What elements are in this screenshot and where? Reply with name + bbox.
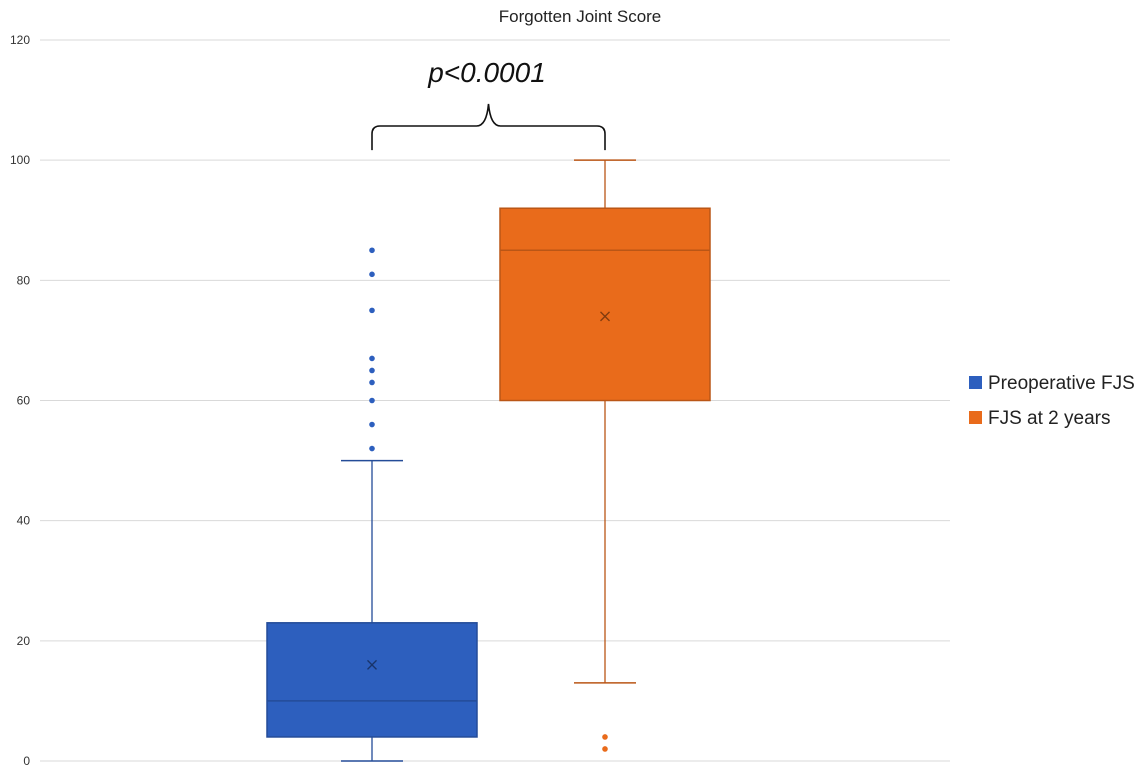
y-tick-label: 120 xyxy=(10,33,30,47)
outlier-point xyxy=(602,734,608,740)
outlier-point xyxy=(369,421,375,428)
box-2 xyxy=(499,159,711,752)
box-series xyxy=(266,159,711,762)
legend: Preoperative FJS FJS at 2 years xyxy=(969,373,1135,429)
outlier-point xyxy=(369,397,375,404)
outlier-point xyxy=(369,307,375,314)
y-axis: 0 20 40 60 80 100 120 xyxy=(10,33,30,766)
legend-swatch xyxy=(969,411,982,424)
box-1 xyxy=(266,247,478,762)
y-tick-label: 20 xyxy=(17,634,31,648)
legend-label: FJS at 2 years xyxy=(988,408,1111,429)
outlier-point xyxy=(369,271,375,278)
chart-title: Forgotten Joint Score xyxy=(499,7,662,26)
outlier-point xyxy=(369,355,375,362)
outlier-point xyxy=(369,367,375,374)
brace-path xyxy=(371,103,606,151)
outlier-point xyxy=(369,445,375,452)
outlier-point xyxy=(369,379,375,386)
outlier-point xyxy=(602,746,608,752)
significance-bracket xyxy=(371,103,606,151)
p-value-annotation: p<0.0001 xyxy=(427,57,546,88)
y-tick-label: 0 xyxy=(23,754,30,766)
mean-marker xyxy=(600,311,610,322)
y-tick-label: 40 xyxy=(17,514,31,528)
y-tick-label: 80 xyxy=(17,273,31,287)
iqr-box xyxy=(499,207,711,402)
gridlines xyxy=(40,39,950,762)
outlier-point xyxy=(369,247,375,254)
y-tick-label: 60 xyxy=(17,394,31,408)
y-tick-label: 100 xyxy=(10,153,30,167)
mean-marker xyxy=(367,659,377,670)
iqr-box xyxy=(266,622,478,738)
legend-swatch xyxy=(969,376,982,389)
legend-label: Preoperative FJS xyxy=(988,373,1135,394)
